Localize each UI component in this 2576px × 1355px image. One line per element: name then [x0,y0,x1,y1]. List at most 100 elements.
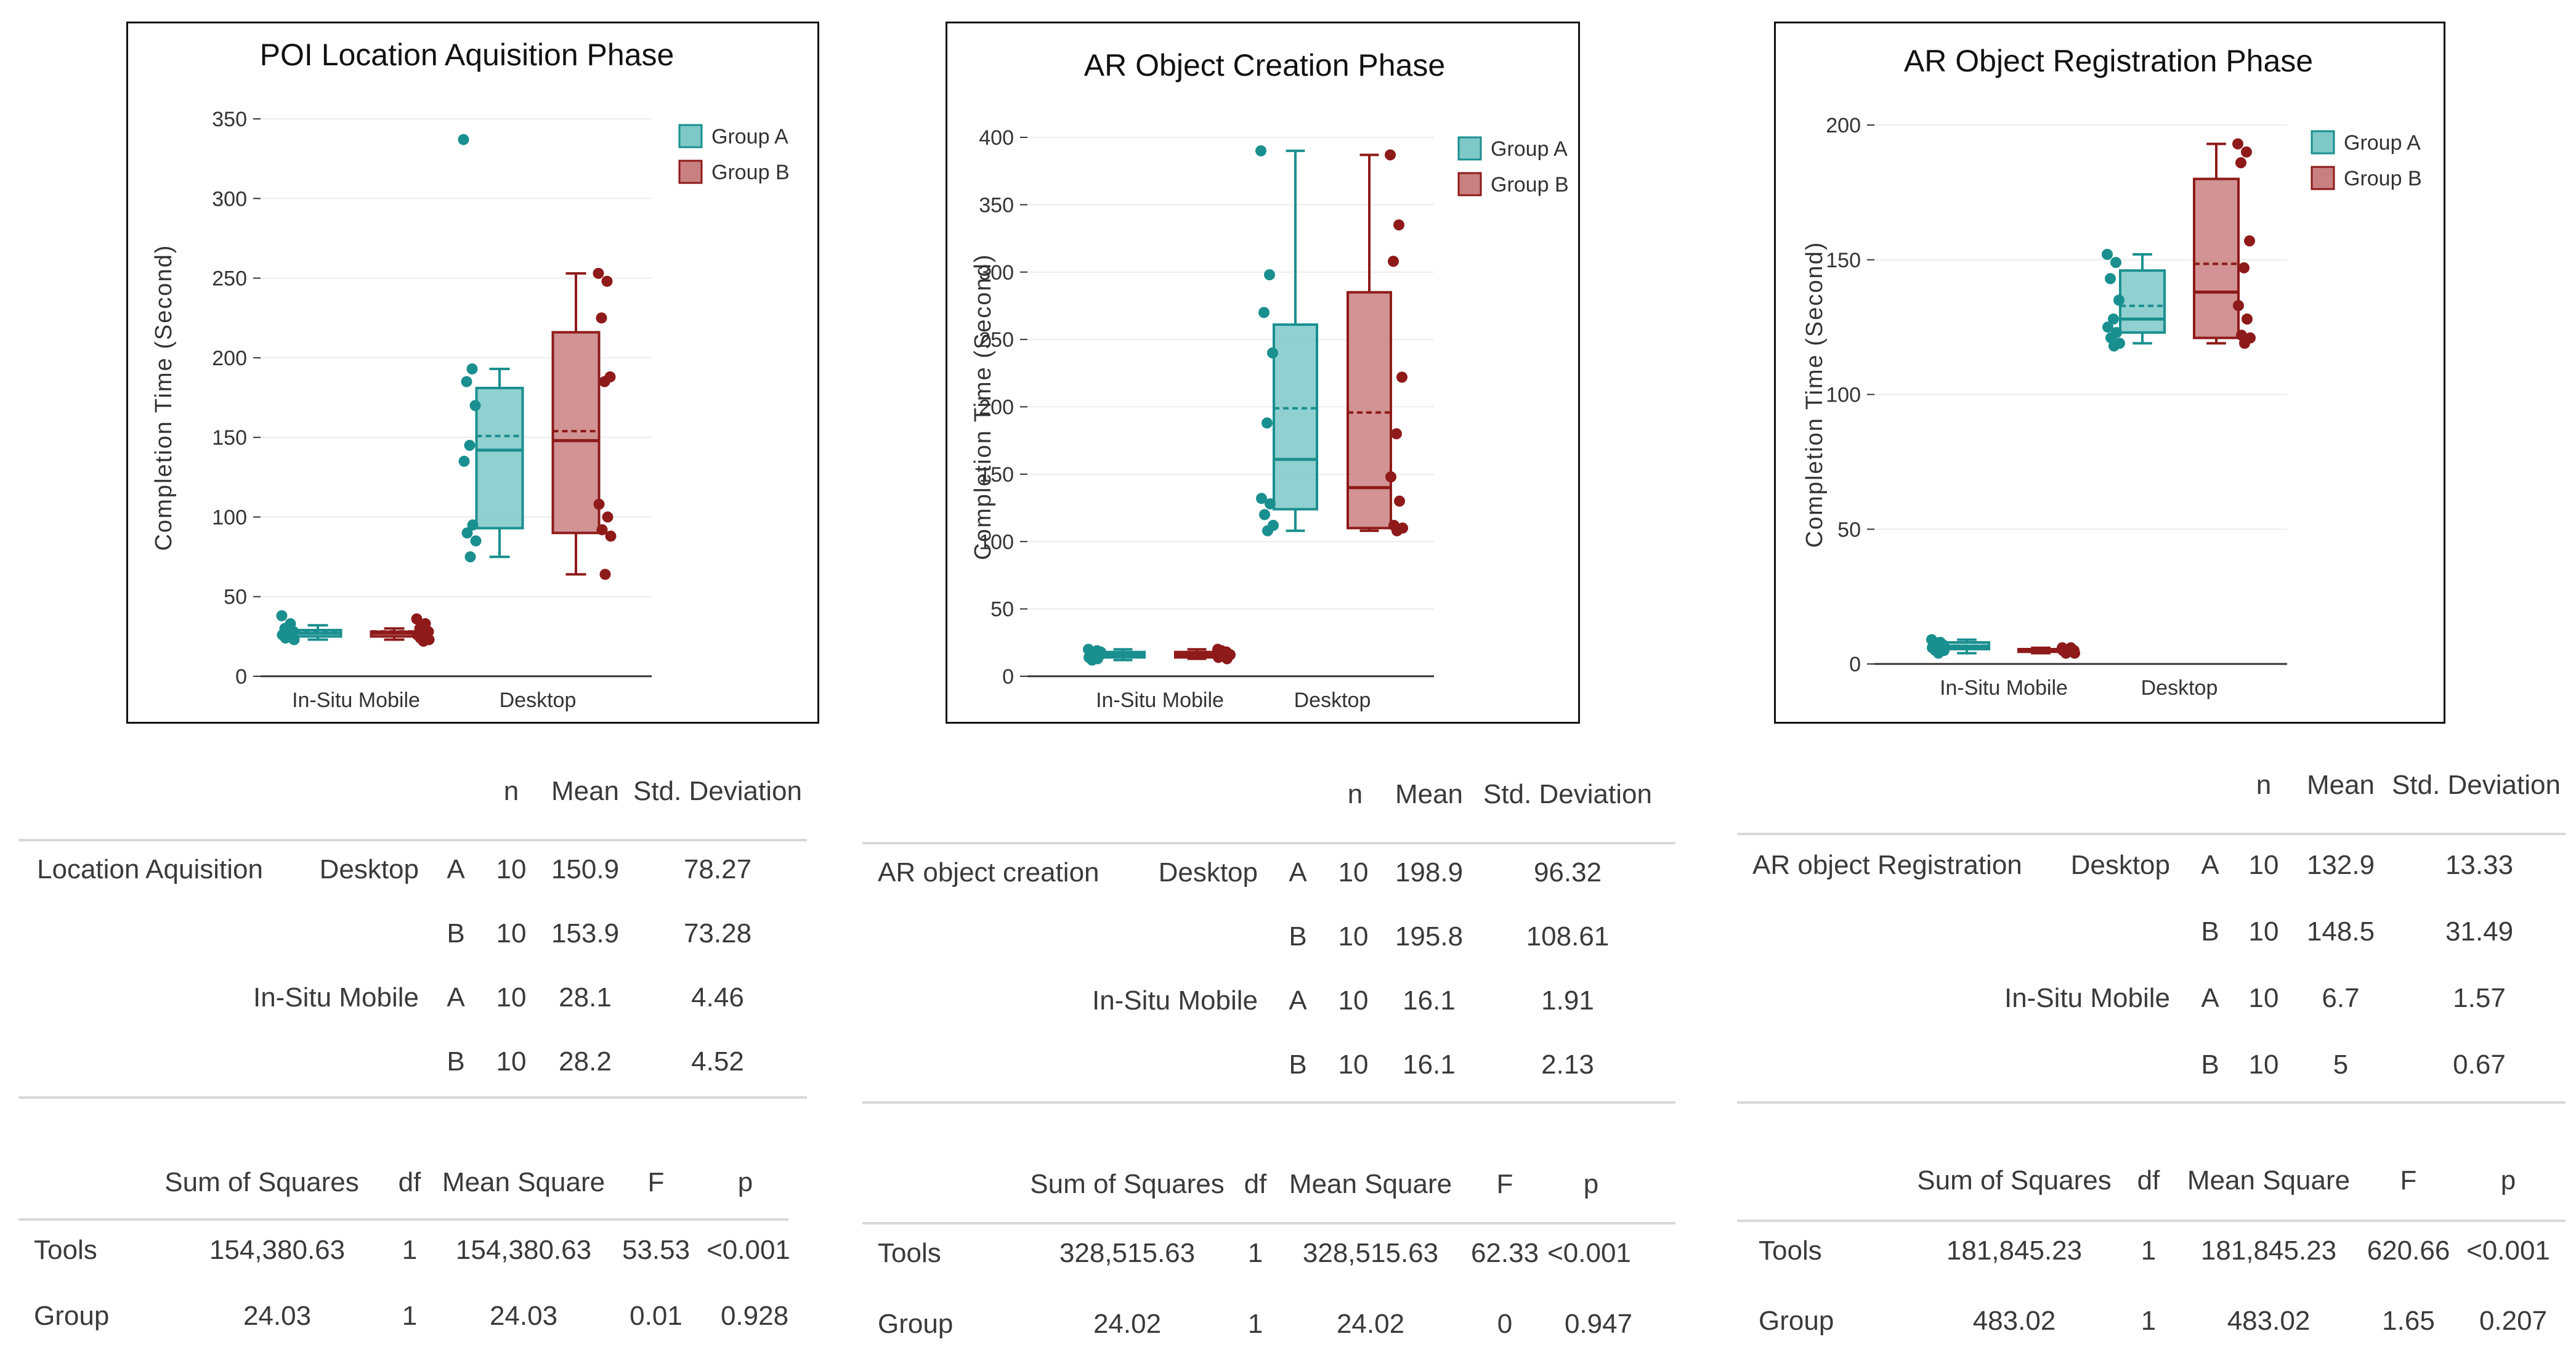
box-iqr [1273,323,1318,511]
legend-swatch [1457,136,1482,161]
header-mean: Mean [1395,779,1464,809]
cell-sd: 31.49 [2445,916,2514,947]
table-rule [1737,1220,2566,1222]
box-group-a [2102,249,2166,352]
cell-f: 0.01 [630,1301,682,1331]
cell-df: 1 [402,1301,418,1331]
header-n: n [503,776,519,806]
tool-label: In-Situ Mobile [1092,985,1258,1016]
cell-df: 1 [1247,1238,1263,1268]
box-iqr [475,386,524,530]
group-label: A [447,854,465,884]
data-point [1256,493,1267,504]
box-group-a [458,134,524,563]
cell-mean: 16.1 [1403,1050,1456,1080]
data-point [1933,647,1944,659]
chart-title: AR Object Registration Phase [1904,44,2313,78]
data-point [283,626,294,637]
cell-p: <0.001 [707,1235,790,1265]
y-tick-label: 150 [1826,249,1861,272]
data-point [1385,149,1396,161]
y-tick-label: 0 [235,665,247,689]
data-point [599,376,610,387]
cell-n: 10 [496,1046,527,1077]
panel-ar-object-registration: AR Object Registration Phase 0 50 100 150 200… [1712,0,2576,1355]
cell-mean: 16.1 [1403,985,1456,1016]
cell-n: 10 [496,918,527,949]
group-label: B [1289,1050,1307,1080]
legend-swatch [678,124,703,148]
box-group-b [1347,149,1408,536]
data-point [1396,371,1407,383]
cell-sd: 73.28 [683,918,752,949]
cell-mean: 153.9 [551,918,620,949]
data-point [1219,650,1230,662]
y-tick-label: 200 [1826,114,1861,137]
y-axis-label: Completion Time (Second) [151,245,177,551]
cell-ms: 24.03 [489,1301,558,1331]
data-point [593,498,605,510]
cell-mean: 195.8 [1395,921,1464,952]
table-rule [18,839,807,841]
legend-swatch [2311,130,2335,155]
tool-label: Desktop [2070,850,2170,880]
group-label: B [1289,921,1307,952]
y-tick-label: 200 [212,347,247,370]
cell-df: 1 [402,1235,418,1265]
box-group-a [276,610,342,645]
header-mean: Mean [2306,770,2375,800]
tool-label: Desktop [1158,857,1258,888]
data-point [2105,273,2116,285]
cell-ms: 154,380.63 [455,1235,592,1265]
cell-f: 1.65 [2382,1306,2435,1336]
cell-sd: 4.52 [691,1046,744,1077]
x-tick-label: In-Situ Mobile [292,689,420,712]
table-rule [18,1218,788,1221]
cell-n: 10 [2248,850,2279,880]
data-point [2233,300,2244,312]
data-point [458,455,470,467]
panel-ar-object-creation: AR Object Creation Phase 0 50 100 150 200 250 3… [844,0,1712,1355]
y-tick-label: 100 [979,530,1014,554]
y-tick-label: 0 [1849,653,1861,676]
x-tick-label: Desktop [2141,676,2218,700]
data-point [593,267,604,279]
cell-df: 1 [2141,1306,2157,1336]
table-rule [862,1222,1675,1224]
data-point [1090,649,1101,660]
y-tick-label: 100 [1826,384,1861,407]
group-label: A [1289,857,1307,888]
measure-label: AR object Registration [1752,850,2022,880]
header-df: df [398,1167,421,1197]
data-point [470,535,482,547]
data-point [1391,525,1403,536]
header-std-deviation: Std. Deviation [633,776,802,806]
legend-label: Group A [2344,131,2421,155]
table-rule [1737,1101,2566,1104]
cell-sd: 13.33 [2445,850,2514,880]
cell-n: 10 [2248,916,2279,947]
cell-n: 10 [2248,1050,2279,1080]
data-point [1264,269,1275,281]
cell-ss: 483.02 [1972,1306,2056,1336]
group-label: B [2201,1050,2219,1080]
cell-f: 620.66 [2367,1236,2450,1266]
cell-n: 10 [2248,983,2279,1013]
legend-swatch [2311,166,2335,190]
header-df: df [2137,1165,2160,1195]
header-p: p [2500,1165,2516,1195]
data-point [1391,428,1402,440]
group-label: A [1289,985,1307,1016]
header-mean-square: Mean Square [442,1167,606,1197]
header-std-deviation: Std. Deviation [1483,779,1652,809]
box-group-b [2193,138,2256,349]
data-point [458,134,469,145]
legend-swatch [678,160,703,184]
x-tick-label: In-Situ Mobile [1940,676,2068,700]
header-mean: Mean [551,776,620,806]
x-tick-label: In-Situ Mobile [1096,689,1224,712]
box-group-a [1083,644,1146,666]
y-tick-label: 300 [979,261,1014,285]
y-axis-label: Completion Time (Second) [970,254,996,560]
cell-sd: 78.27 [683,854,752,884]
